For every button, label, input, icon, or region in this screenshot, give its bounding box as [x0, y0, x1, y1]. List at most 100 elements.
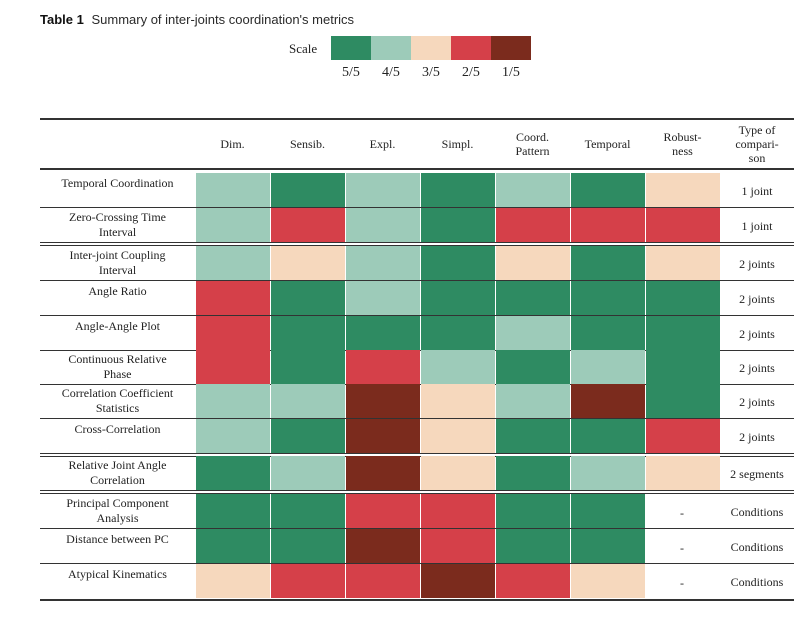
score-cell [421, 316, 495, 350]
comparison-type: Conditions [720, 505, 794, 519]
comparison-type: Conditions [720, 575, 794, 589]
row-metric-name: Interval [40, 263, 195, 278]
score-cell [496, 384, 570, 418]
table-title: Summary of inter-joints coordination's m… [91, 12, 354, 27]
score-cell [196, 208, 270, 242]
score-cell [646, 384, 720, 418]
score-cell [271, 246, 345, 280]
score-cell [421, 173, 495, 207]
scale-swatch [331, 36, 371, 60]
score-cell [496, 316, 570, 350]
score-cell [196, 384, 270, 418]
score-cell [346, 350, 420, 384]
table-double-rule [40, 490, 794, 491]
score-cell [646, 246, 720, 280]
score-cell [271, 494, 345, 528]
table-rule [40, 168, 794, 170]
score-cell [496, 173, 570, 207]
score-cell [346, 456, 420, 490]
score-cell [571, 316, 645, 350]
table-double-rule [40, 453, 794, 454]
comparison-type: 2 joints [720, 292, 794, 306]
score-cell [271, 208, 345, 242]
score-cell [271, 350, 345, 384]
column-header: ness [645, 144, 720, 158]
scale-level-label: 2/5 [451, 65, 491, 81]
row-metric-name: Inter-joint Coupling [40, 248, 195, 263]
score-cell [496, 419, 570, 453]
score-cell [271, 419, 345, 453]
scale-swatch [451, 36, 491, 60]
score-cell [421, 384, 495, 418]
score-cell [646, 281, 720, 315]
score-cell [271, 281, 345, 315]
scale-swatch [411, 36, 451, 60]
row-metric-name: Correlation Coefficient [40, 386, 195, 401]
score-cell [346, 529, 420, 563]
comparison-type: 2 joints [720, 257, 794, 271]
score-cell [271, 564, 345, 598]
score-cell [421, 494, 495, 528]
score-cell [571, 246, 645, 280]
scale-level-label: 4/5 [371, 65, 411, 81]
score-cell [421, 350, 495, 384]
score-cell [196, 456, 270, 490]
row-metric-name: Relative Joint Angle [40, 458, 195, 473]
score-cell [271, 456, 345, 490]
comparison-type: 2 segments [720, 467, 794, 481]
row-metric-name: Angle-Angle Plot [40, 319, 195, 334]
score-cell [496, 494, 570, 528]
score-cell [571, 208, 645, 242]
comparison-type: 1 joint [720, 219, 794, 233]
column-header: Dim. [195, 137, 270, 151]
table-double-rule [40, 242, 794, 243]
row-metric-name: Temporal Coordination [40, 176, 195, 191]
score-cell [571, 350, 645, 384]
comparison-type: 2 joints [720, 430, 794, 444]
row-metric-name: Cross-Correlation [40, 422, 195, 437]
score-cell [196, 350, 270, 384]
score-cell [496, 456, 570, 490]
score-cell [196, 316, 270, 350]
score-dash: - [645, 576, 719, 591]
scale-level-label: 1/5 [491, 65, 531, 81]
score-cell [496, 564, 570, 598]
score-cell [196, 494, 270, 528]
score-cell [346, 419, 420, 453]
column-header: Type of [720, 123, 794, 137]
score-cell [196, 564, 270, 598]
score-cell [571, 529, 645, 563]
scale-level-label: 5/5 [331, 65, 371, 81]
score-cell [346, 564, 420, 598]
score-cell [196, 419, 270, 453]
column-header: Temporal [570, 137, 645, 151]
score-dash: - [645, 541, 719, 556]
score-cell [346, 208, 420, 242]
row-metric-name: Angle Ratio [40, 284, 195, 299]
score-cell [646, 208, 720, 242]
score-cell [346, 494, 420, 528]
score-cell [346, 316, 420, 350]
score-dash: - [645, 506, 719, 521]
row-metric-name: Statistics [40, 401, 195, 416]
score-cell [271, 173, 345, 207]
scale-level-label: 3/5 [411, 65, 451, 81]
table-rule [40, 599, 794, 601]
table-caption: Table 1 Summary of inter-joints coordina… [40, 12, 354, 27]
score-cell [571, 173, 645, 207]
row-metric-name: Phase [40, 367, 195, 382]
score-cell [196, 173, 270, 207]
comparison-type: Conditions [720, 540, 794, 554]
column-header: son [720, 151, 794, 165]
row-metric-name: Correlation [40, 473, 195, 488]
score-cell [421, 456, 495, 490]
score-cell [571, 456, 645, 490]
score-cell [421, 529, 495, 563]
score-cell [421, 419, 495, 453]
scale-swatch [491, 36, 531, 60]
row-metric-name: Zero-Crossing Time [40, 210, 195, 225]
score-cell [346, 246, 420, 280]
score-cell [271, 384, 345, 418]
row-metric-name: Atypical Kinematics [40, 567, 195, 582]
score-cell [571, 494, 645, 528]
